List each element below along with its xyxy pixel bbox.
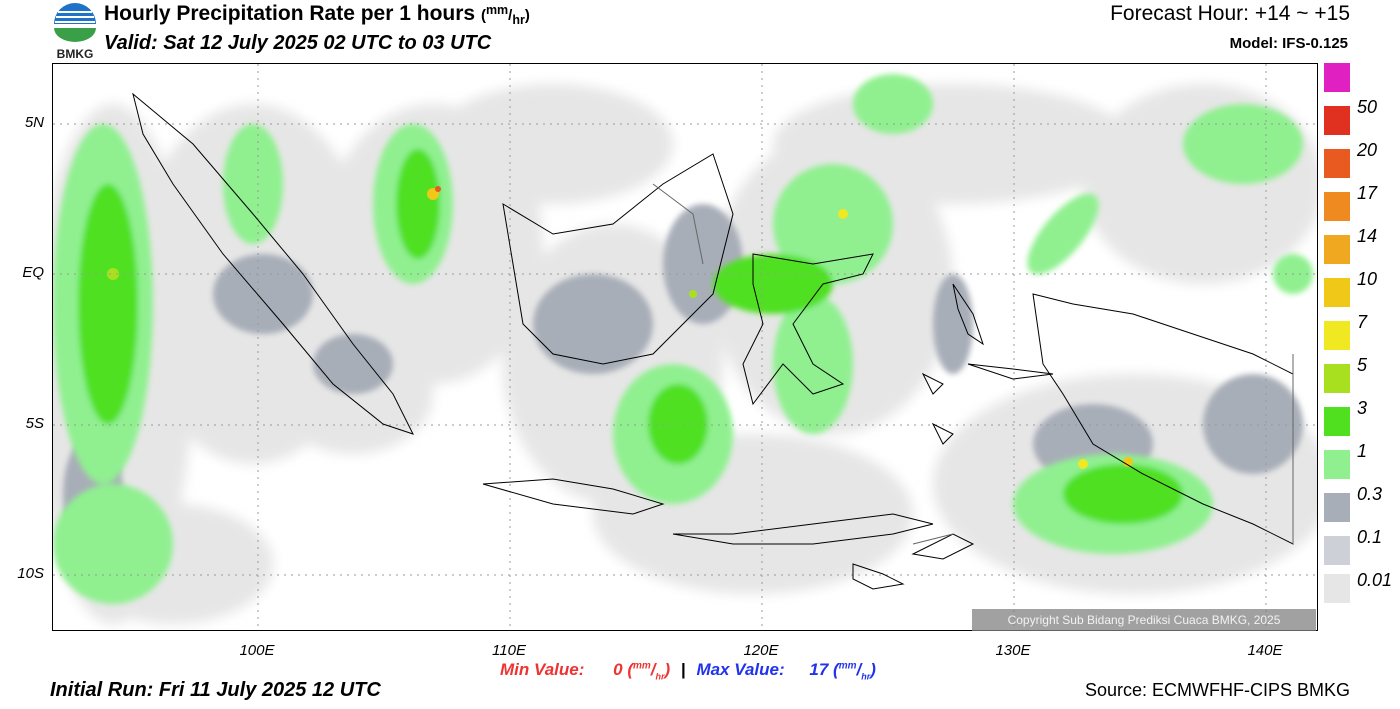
legend-swatch-17 — [1324, 192, 1350, 221]
legend-swatch-50plus — [1324, 63, 1350, 92]
lon-label-110e: 110E — [492, 642, 526, 659]
max-value-label: Max Value: — [696, 660, 785, 679]
lat-label-5n: 5N — [24, 114, 44, 131]
precip-legend — [1324, 63, 1350, 603]
legend-label-0-01: 0.01 — [1357, 570, 1393, 590]
graticule — [53, 64, 1317, 630]
legend-label-1: 1 — [1357, 441, 1368, 461]
legend-swatch-0-01 — [1324, 574, 1350, 603]
legend-label-17: 17 — [1357, 183, 1378, 203]
legend-swatch-0-1 — [1324, 536, 1350, 565]
lat-label-10s: 10S — [17, 565, 44, 582]
legend-swatch-1 — [1324, 450, 1350, 479]
bmkg-logo: BMKG — [50, 2, 100, 61]
lon-label-100e: 100E — [239, 642, 275, 659]
coastlines — [132, 92, 1294, 590]
legend-swatch-20 — [1324, 149, 1350, 178]
map-title: Hourly Precipitation Rate per 1 hours (m… — [104, 2, 530, 27]
legend-swatch-50 — [1324, 106, 1350, 135]
valid-time: Valid: Sat 12 July 2025 02 UTC to 03 UTC — [104, 32, 492, 54]
min-max-values: Min Value: 0 (mm/hr) | Max Value: 17 (mm… — [500, 660, 876, 682]
legend-label-20: 20 — [1357, 140, 1378, 160]
legend-label-3: 3 — [1357, 398, 1368, 418]
logo-text: BMKG — [57, 47, 94, 60]
initial-run: Initial Run: Fri 11 July 2025 12 UTC — [50, 679, 381, 701]
legend-label-50: 50 — [1357, 97, 1378, 117]
lon-label-130e: 130E — [995, 642, 1031, 659]
country-borders — [652, 183, 1294, 545]
legend-label-14: 14 — [1357, 226, 1378, 246]
legend-label-7: 7 — [1357, 312, 1368, 332]
data-source: Source: ECMWFHF-CIPS BMKG — [1084, 680, 1350, 700]
legend-swatch-5 — [1324, 364, 1350, 393]
legend-swatch-14 — [1324, 235, 1350, 264]
peak-precip-layer — [107, 186, 1133, 469]
lon-label-120e: 120E — [743, 642, 779, 659]
max-value: 17 — [809, 660, 829, 679]
legend-swatch-10 — [1324, 278, 1350, 307]
precipitation-map — [52, 63, 1318, 631]
heavy-precip-layer — [53, 74, 1313, 604]
forecast-hour: Forecast Hour: +14 ~ +15 — [1110, 2, 1350, 25]
lat-label-eq: EQ — [22, 264, 44, 281]
moderate-precip-layer — [63, 204, 1303, 554]
lon-label-140e: 140E — [1247, 642, 1283, 659]
copyright-notice: Copyright Sub Bidang Prediksi Cuaca BMKG… — [972, 609, 1316, 631]
legend-label-0-1: 0.1 — [1357, 527, 1383, 547]
legend-swatch-0-3 — [1324, 493, 1350, 522]
precip-map-svg — [53, 64, 1317, 630]
legend-label-0-3: 0.3 — [1357, 484, 1383, 504]
min-value: 0 — [613, 660, 623, 679]
legend-label-10: 10 — [1357, 269, 1378, 289]
legend-swatch-3 — [1324, 407, 1350, 436]
min-value-label: Min Value: — [500, 660, 585, 679]
model-name: Model: IFS-0.125 — [1229, 35, 1348, 52]
legend-label-5: 5 — [1357, 355, 1368, 375]
min-max-separator: | — [680, 660, 686, 679]
lat-label-5s: 5S — [25, 415, 44, 432]
legend-swatch-7 — [1324, 321, 1350, 350]
